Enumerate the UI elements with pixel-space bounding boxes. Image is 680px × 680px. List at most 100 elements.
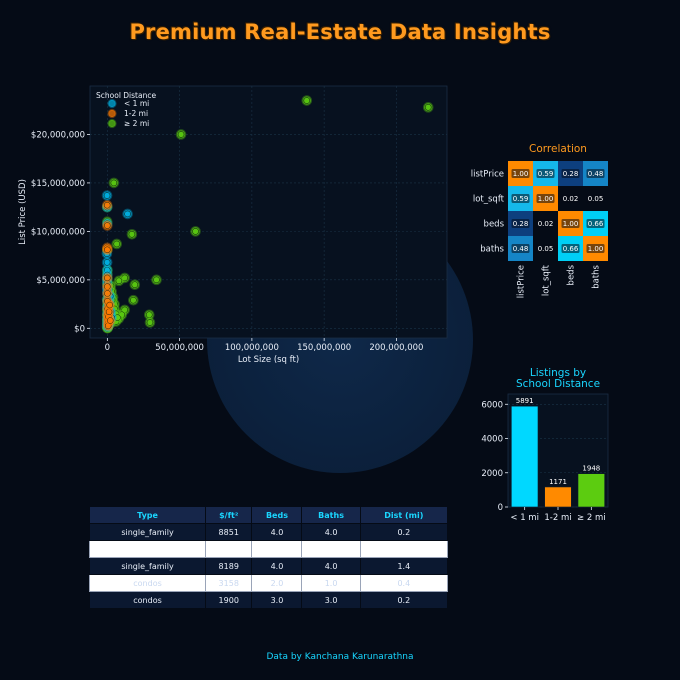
- scatter-y-tick-label: $15,000,000: [31, 179, 85, 189]
- scatter-point-core: [115, 277, 123, 285]
- table-cell: 1900: [205, 591, 253, 609]
- scatter-point-core: [177, 131, 185, 138]
- heatmap-value-label: 0.05: [588, 195, 604, 203]
- heatmap-value-bg: [586, 194, 605, 203]
- table-header-type: Type: [88, 506, 207, 524]
- scatter-point-core: [104, 246, 111, 254]
- bar-y-tick-label: 2000: [481, 469, 503, 479]
- heatmap-row-label: listPrice: [471, 170, 504, 180]
- table-cell: 4.0: [301, 523, 361, 541]
- scatter-legend-marker: [107, 118, 117, 129]
- table-cell: 4.0: [301, 557, 361, 575]
- table-row: single_family 8189 4.0 4.0 1.4: [88, 557, 449, 575]
- table-cell: 8189: [205, 557, 253, 575]
- bar-value-label: 1948: [582, 465, 600, 473]
- scatter-point-core: [104, 290, 111, 297]
- scatter-legend-label: 1-2 mi: [124, 109, 148, 118]
- table-row: single_family 8851 4.0 4.0 0.2: [88, 523, 449, 541]
- bar-y-tick-label: 6000: [481, 400, 503, 410]
- bar-chart-title: School Distance: [516, 378, 600, 390]
- table-cell: condos: [88, 591, 207, 609]
- scatter-point-core: [153, 276, 160, 284]
- table-cell: 0.4: [359, 574, 449, 592]
- scatter-x-tick-label: 200,000,000: [369, 343, 423, 353]
- heatmap-value-bg: [561, 219, 580, 228]
- table-cell: [205, 540, 253, 558]
- table-cell: 4.0: [251, 557, 303, 575]
- scatter-point-core: [303, 97, 311, 104]
- heatmap-value-label: 0.02: [538, 220, 554, 228]
- scatter-point-core: [113, 240, 120, 248]
- scatter-point-core: [130, 296, 137, 304]
- table-cell: 0.2: [359, 591, 449, 609]
- heatmap-col-label: lot_sqft: [542, 264, 552, 296]
- heatmap-value-bg: [511, 194, 530, 203]
- heatmap-col-label: listPrice: [517, 265, 527, 298]
- bar-category-label: < 1 mi: [510, 513, 539, 523]
- scatter-legend-marker: [107, 98, 117, 109]
- table-cell: 3158: [205, 574, 253, 592]
- scatter-x-tick-label: 150,000,000: [297, 343, 351, 353]
- heatmap-value-label: 0.66: [563, 245, 579, 253]
- bar: [544, 486, 572, 508]
- table-cell: condos: [88, 574, 207, 592]
- heatmap-value-bg: [511, 169, 530, 178]
- heatmap-value-label: 0.48: [513, 245, 529, 253]
- table-row: [88, 540, 449, 558]
- scatter-point-core: [146, 311, 153, 318]
- scatter-y-tick-label: $20,000,000: [31, 130, 85, 140]
- heatmap-value-bg: [561, 194, 580, 203]
- table-cell: 0.2: [359, 523, 449, 541]
- scatter-x-tick-label: 0: [105, 343, 110, 353]
- heatmap-value-label: 0.02: [563, 195, 579, 203]
- scatter-point-core: [128, 231, 136, 238]
- heatmap-row-label: baths: [480, 245, 504, 255]
- heatmap-value-bg: [586, 169, 605, 178]
- scatter-y-tick-label: $10,000,000: [31, 227, 85, 237]
- page-title: Premium Real-Estate Data Insights: [129, 20, 551, 44]
- bar-value-label: 1171: [549, 478, 567, 486]
- scatter-point-core: [110, 179, 118, 187]
- heatmap-value-label: 0.05: [538, 245, 554, 253]
- scatter-point-core: [103, 192, 111, 199]
- listings-table: Type $/ft² Beds Baths Dist (mi) single_f…: [88, 506, 449, 609]
- heatmap-value-bg: [586, 219, 605, 228]
- scatter-legend-title: School Distance: [96, 91, 156, 100]
- bar: [511, 405, 539, 508]
- table-cell: 3.0: [301, 591, 361, 609]
- table-cell: 4.0: [251, 523, 303, 541]
- heatmap-value-label: 1.00: [588, 245, 604, 253]
- table-header-price-per-sqft: $/ft²: [205, 506, 253, 524]
- bar-category-label: 1-2 mi: [544, 513, 571, 523]
- heatmap-row-label: lot_sqft: [473, 195, 505, 205]
- table-cell: single_family: [88, 557, 207, 575]
- heatmap-value-bg: [561, 244, 580, 253]
- scatter-x-tick-label: 50,000,000: [155, 343, 204, 353]
- heatmap-value-bg: [536, 194, 555, 203]
- scatter-legend-label: ≥ 2 mi: [124, 119, 149, 128]
- heatmap-value-label: 1.00: [513, 170, 529, 178]
- scatter-legend-label: < 1 mi: [124, 99, 149, 108]
- scatter-point-core: [192, 228, 199, 235]
- scatter-point-core: [103, 259, 111, 266]
- heatmap-value-label: 1.00: [538, 195, 554, 203]
- table-cell: [251, 540, 303, 558]
- scatter-point-core: [106, 317, 114, 324]
- scatter-point-core: [124, 210, 131, 218]
- table-header-beds: Beds: [251, 506, 303, 524]
- scatter-y-tick-label: $5,000,000: [36, 276, 85, 286]
- heatmap-row-label: beds: [484, 220, 505, 230]
- scatter-point-core: [146, 319, 154, 326]
- table-row: condos 1900 3.0 3.0 0.2: [88, 591, 449, 609]
- table-cell: 3.0: [251, 591, 303, 609]
- table-cell: [301, 540, 361, 558]
- table-header-baths: Baths: [301, 506, 361, 524]
- heatmap-value-label: 0.48: [588, 170, 604, 178]
- scatter-legend-marker: [107, 108, 117, 119]
- heatmap-col-label: beds: [567, 264, 577, 285]
- bar: [577, 473, 605, 508]
- scatter-x-axis-label: Lot Size (sq ft): [238, 355, 299, 365]
- table-cell: single_family: [88, 523, 207, 541]
- scatter-point-core: [424, 104, 432, 111]
